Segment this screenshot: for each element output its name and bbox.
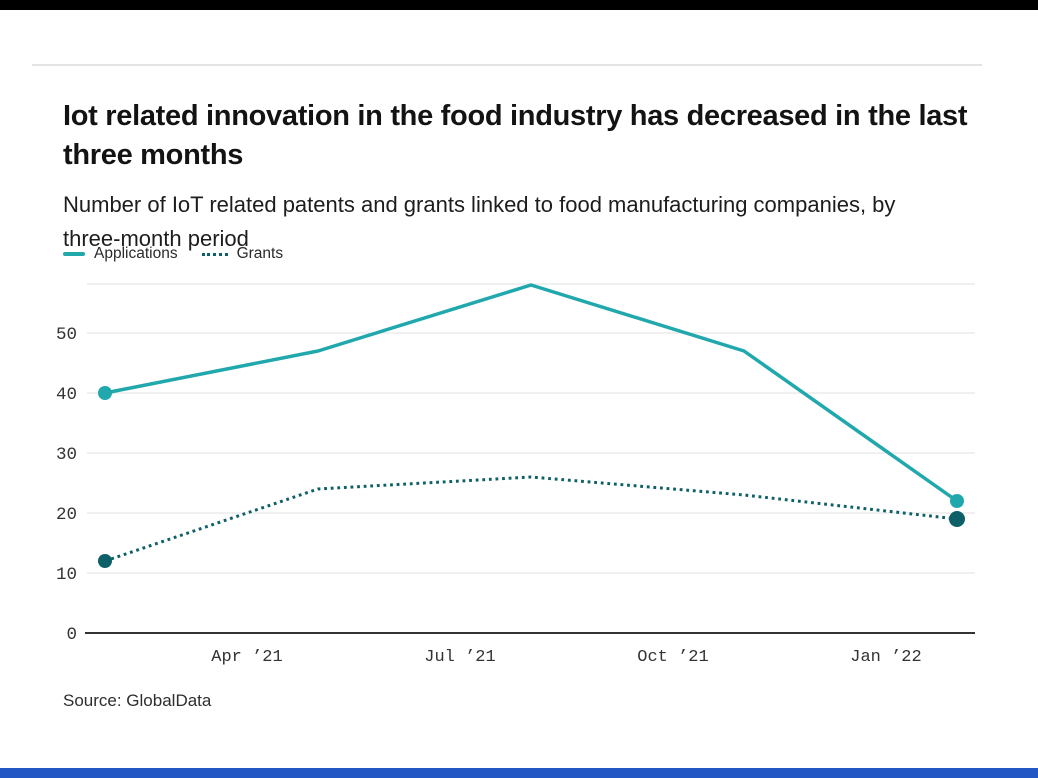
legend-label-grants: Grants <box>236 245 284 262</box>
endpoint-marker-applications-start <box>98 386 112 400</box>
series-line-applications <box>104 283 959 503</box>
y-tick-label: 10 <box>56 565 77 585</box>
y-tick-label: 20 <box>56 505 77 525</box>
page-title: Iot related innovation in the food indus… <box>63 100 968 172</box>
y-tick-label: 40 <box>56 385 77 405</box>
series-line-grants <box>104 475 958 563</box>
legend-item-grants: Grants <box>201 245 284 263</box>
page-subtitle: Number of IoT related patents and grants… <box>63 192 896 251</box>
y-tick-label: 30 <box>56 445 77 465</box>
x-tick-label: Apr ’21 <box>211 648 282 667</box>
brand-bottom-bar <box>0 768 1038 778</box>
line-chart: 0 10 20 30 40 50 Apr ’21 Jul ’21 Oct ’21 Jan ’22 <box>56 283 975 667</box>
x-tick-label: Jan ’22 <box>850 648 921 667</box>
source-label: Source: GlobalData <box>63 691 212 710</box>
endpoint-marker-applications-end <box>950 494 964 508</box>
legend-label-applications: Applications <box>94 245 178 262</box>
x-tick-label: Oct ’21 <box>637 648 708 667</box>
chart-legend: Applications Grants <box>63 245 283 263</box>
endpoint-marker-grants-start <box>98 554 112 568</box>
x-tick-label: Jul ’21 <box>424 648 495 667</box>
legend-item-applications: Applications <box>63 245 178 263</box>
header-divider <box>32 64 982 66</box>
applications-line-swatch-icon <box>63 252 85 256</box>
y-tick-label: 0 <box>66 625 77 645</box>
grants-dotted-swatch-icon <box>201 252 228 256</box>
endpoint-marker-grants-end <box>949 511 965 527</box>
y-tick-label: 50 <box>56 325 77 345</box>
brand-top-bar <box>0 0 1038 10</box>
